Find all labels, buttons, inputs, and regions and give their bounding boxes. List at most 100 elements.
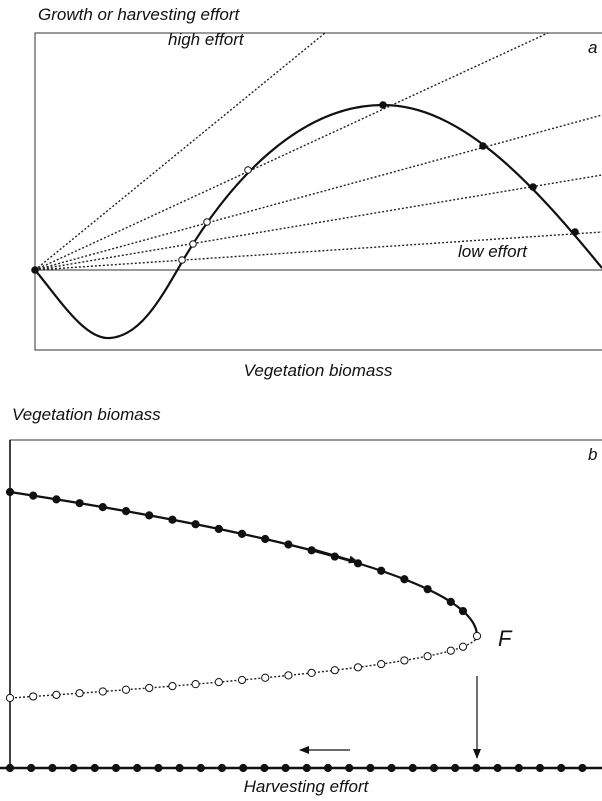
filled-dot <box>75 499 84 508</box>
filled-dot <box>27 763 36 773</box>
open-dot <box>400 656 409 665</box>
filled-dot <box>387 763 396 773</box>
filled-dot <box>48 763 57 773</box>
filled-dot <box>472 763 481 773</box>
x-axis-label: Harvesting effort <box>244 777 370 796</box>
upper-branch <box>9 490 479 637</box>
panel-letter: b <box>588 445 597 464</box>
filled-dot <box>196 763 205 773</box>
filled-dot <box>377 566 386 575</box>
open-dot <box>244 166 252 174</box>
open-dot <box>458 642 468 651</box>
open-dot <box>121 685 131 694</box>
filled-dot <box>302 763 311 773</box>
filled-dot <box>353 559 363 568</box>
filled-dot <box>493 763 502 773</box>
filled-dot <box>451 763 460 773</box>
open-dot <box>5 693 15 703</box>
filled-dot <box>98 502 107 512</box>
filled-dot <box>90 763 99 773</box>
filled-dot <box>133 763 142 773</box>
filled-dot <box>5 487 15 497</box>
filled-dot <box>330 552 339 561</box>
filled-dot <box>345 763 354 773</box>
open-dot <box>52 690 61 699</box>
open-dot <box>472 631 482 641</box>
open-dot <box>168 681 177 691</box>
filled-dot <box>154 763 163 773</box>
filled-dot <box>121 507 131 516</box>
filled-dot <box>260 763 269 773</box>
annotation: high effort <box>168 30 245 49</box>
filled-dot <box>571 228 579 236</box>
open-dot <box>353 663 363 672</box>
filled-dot <box>307 546 316 555</box>
filled-dot <box>323 763 333 773</box>
filled-dot <box>175 763 184 773</box>
panel-letter: a <box>588 38 597 57</box>
filled-dot <box>284 540 293 549</box>
filled-dot <box>111 763 121 773</box>
filled-dot <box>479 142 487 150</box>
middle-branch <box>9 635 478 699</box>
frame <box>9 439 602 769</box>
filled-dot <box>237 529 247 538</box>
effort-line <box>34 114 602 271</box>
filled-dot <box>400 575 409 584</box>
open-dot <box>145 683 154 693</box>
filled-dot <box>366 763 375 773</box>
filled-dot <box>214 524 223 534</box>
filled-dot <box>239 763 248 773</box>
filled-dot <box>557 763 566 773</box>
y-axis-label: Vegetation biomass <box>12 405 161 424</box>
effort-line <box>34 32 326 271</box>
open-dot <box>423 652 432 661</box>
filled-dot <box>446 597 455 606</box>
filled-dot <box>514 763 523 773</box>
growth-curve <box>34 103 602 340</box>
open-dot <box>29 692 38 701</box>
filled-dot <box>191 520 200 529</box>
open-dot <box>307 668 316 677</box>
x-axis-label: Vegetation biomass <box>244 361 393 380</box>
filled-dot <box>5 763 15 773</box>
filled-dot <box>29 491 38 500</box>
open-dot <box>261 673 270 682</box>
effort-line <box>34 32 549 271</box>
open-dot <box>98 687 107 696</box>
effort-line <box>34 231 602 271</box>
open-dot <box>237 675 247 685</box>
open-dot <box>178 256 186 264</box>
fold-label: F <box>498 626 513 651</box>
open-dot <box>446 646 455 655</box>
panel-a: Growth or harvesting effort a high effor… <box>31 5 602 380</box>
open-dot <box>191 680 200 689</box>
open-dot <box>330 666 339 675</box>
filled-dot <box>31 266 39 274</box>
y-axis-label: Growth or harvesting effort <box>38 5 241 24</box>
filled-dot <box>458 606 468 616</box>
filled-dot <box>423 585 432 594</box>
filled-dot <box>52 495 61 504</box>
open-dot <box>377 659 386 669</box>
filled-dot <box>535 763 545 773</box>
filled-dot <box>69 763 78 773</box>
filled-dot <box>217 763 227 773</box>
filled-dot <box>429 763 439 773</box>
filled-dot <box>578 763 587 773</box>
panel-b: Vegetation biomass b F Harvesting effort <box>0 405 602 796</box>
filled-dot <box>145 511 154 520</box>
filled-dot <box>529 183 537 191</box>
open-dot <box>189 240 197 248</box>
frame <box>34 32 602 351</box>
filled-dot <box>261 534 270 544</box>
annotation: low effort <box>458 242 528 261</box>
open-dot <box>203 218 211 226</box>
open-dot <box>214 678 223 687</box>
open-dot <box>75 689 84 698</box>
filled-dot <box>408 763 417 773</box>
filled-dot <box>281 763 290 773</box>
filled-dot <box>168 515 177 524</box>
filled-dot <box>379 101 387 109</box>
